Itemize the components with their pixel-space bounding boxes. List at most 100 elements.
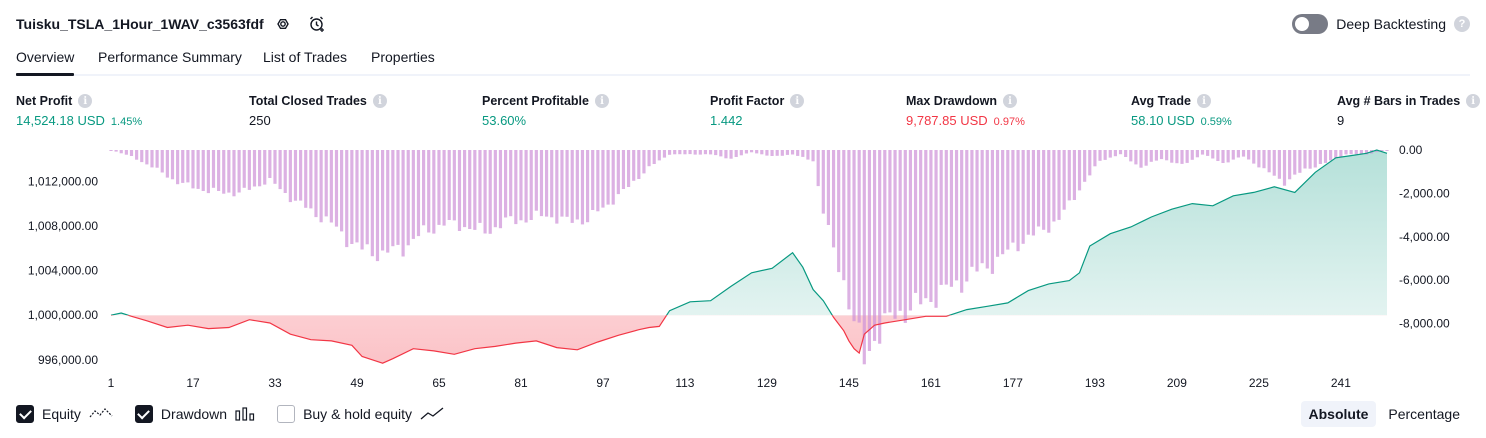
drawdown-bar: [888, 150, 892, 313]
equity-profit-area: [111, 150, 1387, 316]
drawdown-bar: [1375, 150, 1379, 153]
drawdown-bar: [724, 150, 728, 159]
drawdown-bar: [852, 150, 856, 322]
drawdown-bar: [739, 150, 743, 156]
info-icon[interactable]: i: [1196, 94, 1211, 108]
drawdown-bar: [719, 150, 723, 157]
y-right-tick-label: -4,000.00: [1399, 230, 1450, 244]
drawdown-bar: [1016, 150, 1020, 252]
info-icon[interactable]: i: [1466, 94, 1481, 108]
drawdown-bar: [903, 150, 907, 323]
drawdown-bar: [1088, 150, 1092, 176]
equity-checkbox[interactable]: [16, 405, 34, 423]
drawdown-bar: [258, 150, 262, 187]
drawdown-bar: [673, 150, 677, 155]
drawdown-checkbox[interactable]: [134, 405, 153, 423]
help-icon[interactable]: ?: [1454, 16, 1470, 32]
settings-gear-icon[interactable]: [272, 13, 294, 35]
drawdown-bar: [150, 150, 154, 168]
drawdown-bar: [755, 150, 759, 154]
equity-drawdown-chart[interactable]: 1,012,000.00 1,008,000.00 1,004,000.00 1,00…: [0, 138, 1486, 396]
tab-performance-summary[interactable]: Performance Summary: [98, 49, 242, 65]
drawdown-bar: [878, 150, 882, 344]
drawdown-bar: [119, 150, 123, 154]
drawdown-bar: [365, 150, 369, 245]
drawdown-bar: [570, 150, 574, 223]
metric-percent-profitable: Percent Profitable i 53.60%: [482, 92, 609, 128]
drawdown-bar: [1313, 150, 1317, 168]
drawdown-bar: [1139, 150, 1143, 168]
add-alert-icon[interactable]: [306, 13, 328, 35]
info-icon[interactable]: i: [1003, 94, 1017, 108]
drawdown-bar: [488, 150, 492, 234]
drawdown-bar: [811, 150, 815, 162]
drawdown-bars-icon: [235, 407, 255, 421]
drawdown-bar: [1247, 150, 1251, 160]
drawdown-bar: [698, 150, 702, 155]
drawdown-bar: [263, 150, 267, 185]
drawdown-bar: [109, 150, 113, 151]
drawdown-bar: [242, 150, 246, 188]
drawdown-bar: [1231, 150, 1235, 160]
absolute-button[interactable]: Absolute: [1300, 401, 1377, 427]
drawdown-bar: [1318, 150, 1322, 164]
metric-avg-bars: Avg # Bars in Trades i 9: [1337, 92, 1481, 128]
drawdown-bar: [319, 150, 323, 223]
drawdown-bar: [621, 150, 626, 189]
drawdown-bar: [1303, 150, 1307, 169]
metric-label: Profit Factor: [710, 94, 785, 108]
percentage-button[interactable]: Percentage: [1388, 406, 1460, 422]
drawdown-bar: [304, 150, 308, 208]
drawdown-bar: [1267, 150, 1271, 173]
drawdown-bar: [560, 150, 564, 217]
info-icon[interactable]: i: [78, 94, 93, 108]
drawdown-bar: [708, 150, 713, 155]
drawdown-bar: [667, 150, 672, 155]
drawdown-bar: [1047, 150, 1051, 233]
drawdown-bar: [447, 150, 451, 220]
drawdown-bar: [1385, 150, 1389, 151]
drawdown-bar: [1036, 150, 1041, 227]
drawdown-bar: [406, 150, 410, 246]
drawdown-bar: [749, 150, 754, 153]
drawdown-bar: [591, 150, 595, 210]
drawdown-bar: [744, 150, 749, 154]
drawdown-bar: [483, 150, 487, 234]
drawdown-bar: [1129, 150, 1133, 162]
buy-hold-line-icon: [420, 407, 444, 421]
info-icon[interactable]: i: [790, 94, 805, 108]
tab-properties[interactable]: Properties: [371, 49, 435, 65]
legend-buy-hold[interactable]: Buy & hold equity: [277, 405, 444, 423]
top-bar: Tuisku_TSLA_1Hour_1WAV_c3563fdf Deep Bac…: [0, 0, 1486, 44]
y-left-tick-label: 1,000,000.00: [28, 308, 98, 322]
drawdown-bar: [1001, 150, 1005, 255]
drawdown-bar: [934, 150, 938, 308]
drawdown-bar: [611, 150, 615, 205]
drawdown-bar: [1134, 150, 1138, 165]
buy-hold-checkbox[interactable]: [277, 405, 296, 423]
x-tick-label: 225: [1249, 376, 1269, 390]
legend-drawdown[interactable]: Drawdown: [134, 405, 255, 423]
metric-label: Avg Trade: [1131, 94, 1191, 108]
drawdown-bar: [826, 150, 831, 225]
metric-value: 9: [1337, 113, 1345, 128]
drawdown-bar: [970, 150, 974, 267]
drawdown-bar: [1206, 150, 1210, 156]
drawdown-bar: [186, 150, 190, 183]
tab-overview[interactable]: Overview: [16, 49, 75, 76]
drawdown-bar: [124, 150, 128, 155]
info-icon[interactable]: i: [372, 94, 387, 108]
info-icon[interactable]: i: [594, 94, 609, 108]
drawdown-bar: [283, 150, 287, 193]
metric-label: Total Closed Trades: [249, 94, 367, 108]
deep-backtesting-label: Deep Backtesting: [1336, 16, 1446, 32]
drawdown-bar: [1113, 150, 1117, 157]
drawdown-bar: [273, 150, 277, 184]
metric-label: Percent Profitable: [482, 94, 589, 108]
drawdown-bar: [842, 150, 846, 281]
deep-backtesting-toggle[interactable]: [1292, 14, 1329, 34]
tab-list-of-trades[interactable]: List of Trades: [263, 49, 348, 65]
drawdown-bar: [324, 150, 328, 217]
x-tick-label: 81: [514, 376, 528, 390]
legend-equity[interactable]: Equity: [16, 405, 113, 423]
